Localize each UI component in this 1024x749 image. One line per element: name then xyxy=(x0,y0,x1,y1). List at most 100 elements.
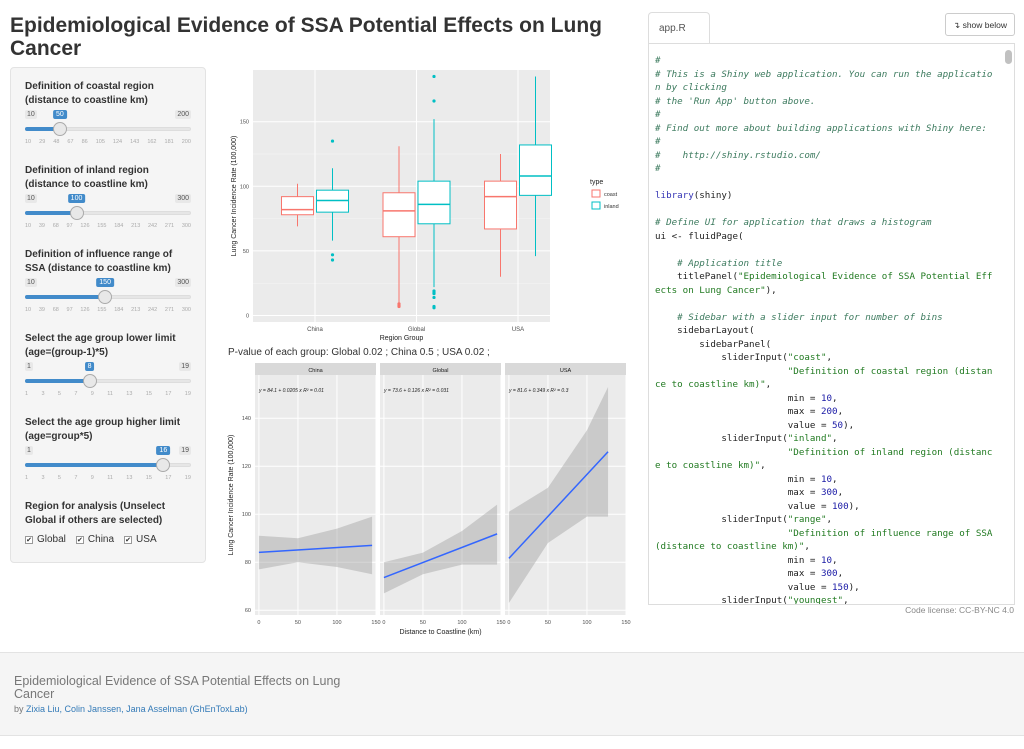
code-line: min = 10, xyxy=(655,392,994,406)
slider-handle[interactable] xyxy=(156,458,171,472)
code-token: , xyxy=(832,554,838,566)
slider-handle[interactable] xyxy=(82,374,97,388)
authors-link[interactable]: Zixia Liu, Colin Janssen, Jana Asselman … xyxy=(26,704,248,714)
x-axis-label: Distance to Coastline (km) xyxy=(399,629,481,636)
slider[interactable]: 10 200 50 10 29 48 67 86 105 124 143 162 181 200 xyxy=(25,110,191,156)
code-token: # xyxy=(655,163,661,174)
slider-tick: 11 xyxy=(107,475,113,481)
slider-tick: 13 xyxy=(126,391,133,397)
code-token: , xyxy=(804,541,810,552)
slider-tick: 7 xyxy=(74,391,78,397)
check-icon[interactable]: ✔ xyxy=(75,536,84,544)
confidence-band xyxy=(508,387,609,603)
slider-handle[interactable] xyxy=(98,290,113,304)
code-line: # Application title xyxy=(655,257,994,271)
check-icon[interactable]: ✔ xyxy=(124,536,133,544)
slider-control: Select the age group lower limit (age=(g… xyxy=(25,332,191,408)
code-token: , xyxy=(832,392,838,404)
regression-line xyxy=(508,451,609,559)
code-token: 10 xyxy=(820,554,833,566)
code-line: e to coastline km)", xyxy=(655,459,994,473)
code-editor[interactable]: # # This is a Shiny web application. You … xyxy=(648,43,1015,605)
slider-tick: 19 xyxy=(184,391,191,397)
x-tick-label: 100 xyxy=(457,620,466,626)
slider-tick: 68 xyxy=(52,307,59,313)
show-below-button[interactable]: ↴ show below xyxy=(945,13,1015,36)
outlier-point xyxy=(330,253,335,257)
x-tick-label: 100 xyxy=(582,620,591,626)
slider-tick: 242 xyxy=(148,307,158,313)
checkbox-usa[interactable]: ✔ USA xyxy=(124,534,157,545)
code-token: 10 xyxy=(820,392,833,404)
slider-handle[interactable] xyxy=(52,122,67,136)
code-token: ), xyxy=(765,284,777,296)
slider[interactable]: 10 300 100 10 39 68 97 126 155 184 213 242 271 300 xyxy=(25,194,191,240)
code-token: # xyxy=(655,136,661,147)
code-line: # xyxy=(655,108,994,122)
check-icon[interactable]: ✔ xyxy=(25,536,33,544)
regression-equation: y = 81.6 + 0.349 x R² = 0.3 xyxy=(508,388,569,394)
checkbox-china[interactable]: ✔ China xyxy=(75,534,114,545)
code-line: # Find out more about building applicati… xyxy=(655,122,994,136)
code-line: # xyxy=(655,162,994,176)
slider-tick: 1 xyxy=(25,391,29,397)
slider-label: Definition of coastal region (distance t… xyxy=(25,81,154,106)
code-line: n by clicking xyxy=(655,81,994,95)
code-line: # This is a Shiny web application. You c… xyxy=(655,68,994,82)
code-line: sidebarPanel( xyxy=(655,338,994,352)
slider-min: 1 xyxy=(25,446,33,455)
slider-tick: 39 xyxy=(38,223,45,229)
slider-control: Select the age group higher limit (age=g… xyxy=(25,416,191,492)
slider-tick: 68 xyxy=(52,223,59,229)
slider-tick: 213 xyxy=(131,223,141,229)
slider[interactable]: 1 19 16 1 3 5 7 9 11 13 15 17 19 xyxy=(25,446,191,492)
y-tick-label: 80 xyxy=(245,560,251,566)
code-token: # Sidebar with a slider input for number… xyxy=(655,311,943,323)
slider-tick: 48 xyxy=(53,139,60,145)
slider-tick: 200 xyxy=(181,139,191,145)
outlier-point xyxy=(432,99,436,103)
code-token: sidebarLayout( xyxy=(655,325,755,336)
checkbox-global[interactable]: ✔ Global xyxy=(25,534,66,545)
scrollbar[interactable] xyxy=(1005,50,1012,64)
slider[interactable]: 1 19 8 1 3 5 7 9 11 13 15 17 19 xyxy=(25,362,191,408)
code-line xyxy=(655,176,994,190)
footer: Epidemiological Evidence of SSA Potentia… xyxy=(0,652,1024,736)
code-token: sliderInput( xyxy=(655,595,788,605)
slider-value: 16 xyxy=(156,446,171,455)
slider-max: 19 xyxy=(179,362,191,371)
y-tick-label: 150 xyxy=(240,120,249,126)
code-line: (distance to coastline km)", xyxy=(655,540,994,554)
slider-tick: 86 xyxy=(81,139,88,145)
code-line: "Definition of coastal region (distan xyxy=(655,365,994,379)
slider-tick: 29 xyxy=(39,139,46,145)
slider-tick: 124 xyxy=(112,139,123,145)
region-checkbox-group: Region for analysis (Unselect Global if … xyxy=(25,500,191,545)
slider-value: 50 xyxy=(53,110,67,119)
slider-tick: 143 xyxy=(130,139,140,145)
tab-app-r[interactable]: app.R xyxy=(648,12,710,43)
code-line: # xyxy=(655,54,994,68)
x-tick-label: 50 xyxy=(545,620,551,626)
code-token: "range" xyxy=(787,514,827,525)
code-token: 200 xyxy=(820,406,838,417)
code-token: , xyxy=(760,460,766,471)
code-line: ects on Lung Cancer"), xyxy=(655,284,994,298)
x-tick-label: 150 xyxy=(621,620,630,626)
y-axis-label: Lung Cancer Incidence Rate (100,000) xyxy=(231,136,238,257)
code-token: 100 xyxy=(832,500,849,512)
slider-tick: 97 xyxy=(66,307,73,313)
code-token: n by clicking xyxy=(655,82,727,93)
x-tick-label: 0 xyxy=(382,620,385,626)
slider[interactable]: 10 300 150 10 39 68 97 126 155 184 213 242 271 300 xyxy=(25,278,191,324)
code-line: "Definition of influence range of SSA xyxy=(655,527,994,541)
legend-title: type xyxy=(590,179,603,186)
slider-control: Definition of coastal region (distance t… xyxy=(25,80,191,156)
code-token: "Definition of influence range of SSA xyxy=(655,527,993,539)
code-token: "Epidemiological Evidence of SSA Potenti… xyxy=(737,271,993,282)
slider-handle[interactable] xyxy=(69,206,84,220)
y-tick-label: 120 xyxy=(242,464,251,470)
plot-panel xyxy=(255,375,376,615)
slider-tick: 271 xyxy=(164,223,175,229)
slider-tick: 300 xyxy=(181,223,191,229)
